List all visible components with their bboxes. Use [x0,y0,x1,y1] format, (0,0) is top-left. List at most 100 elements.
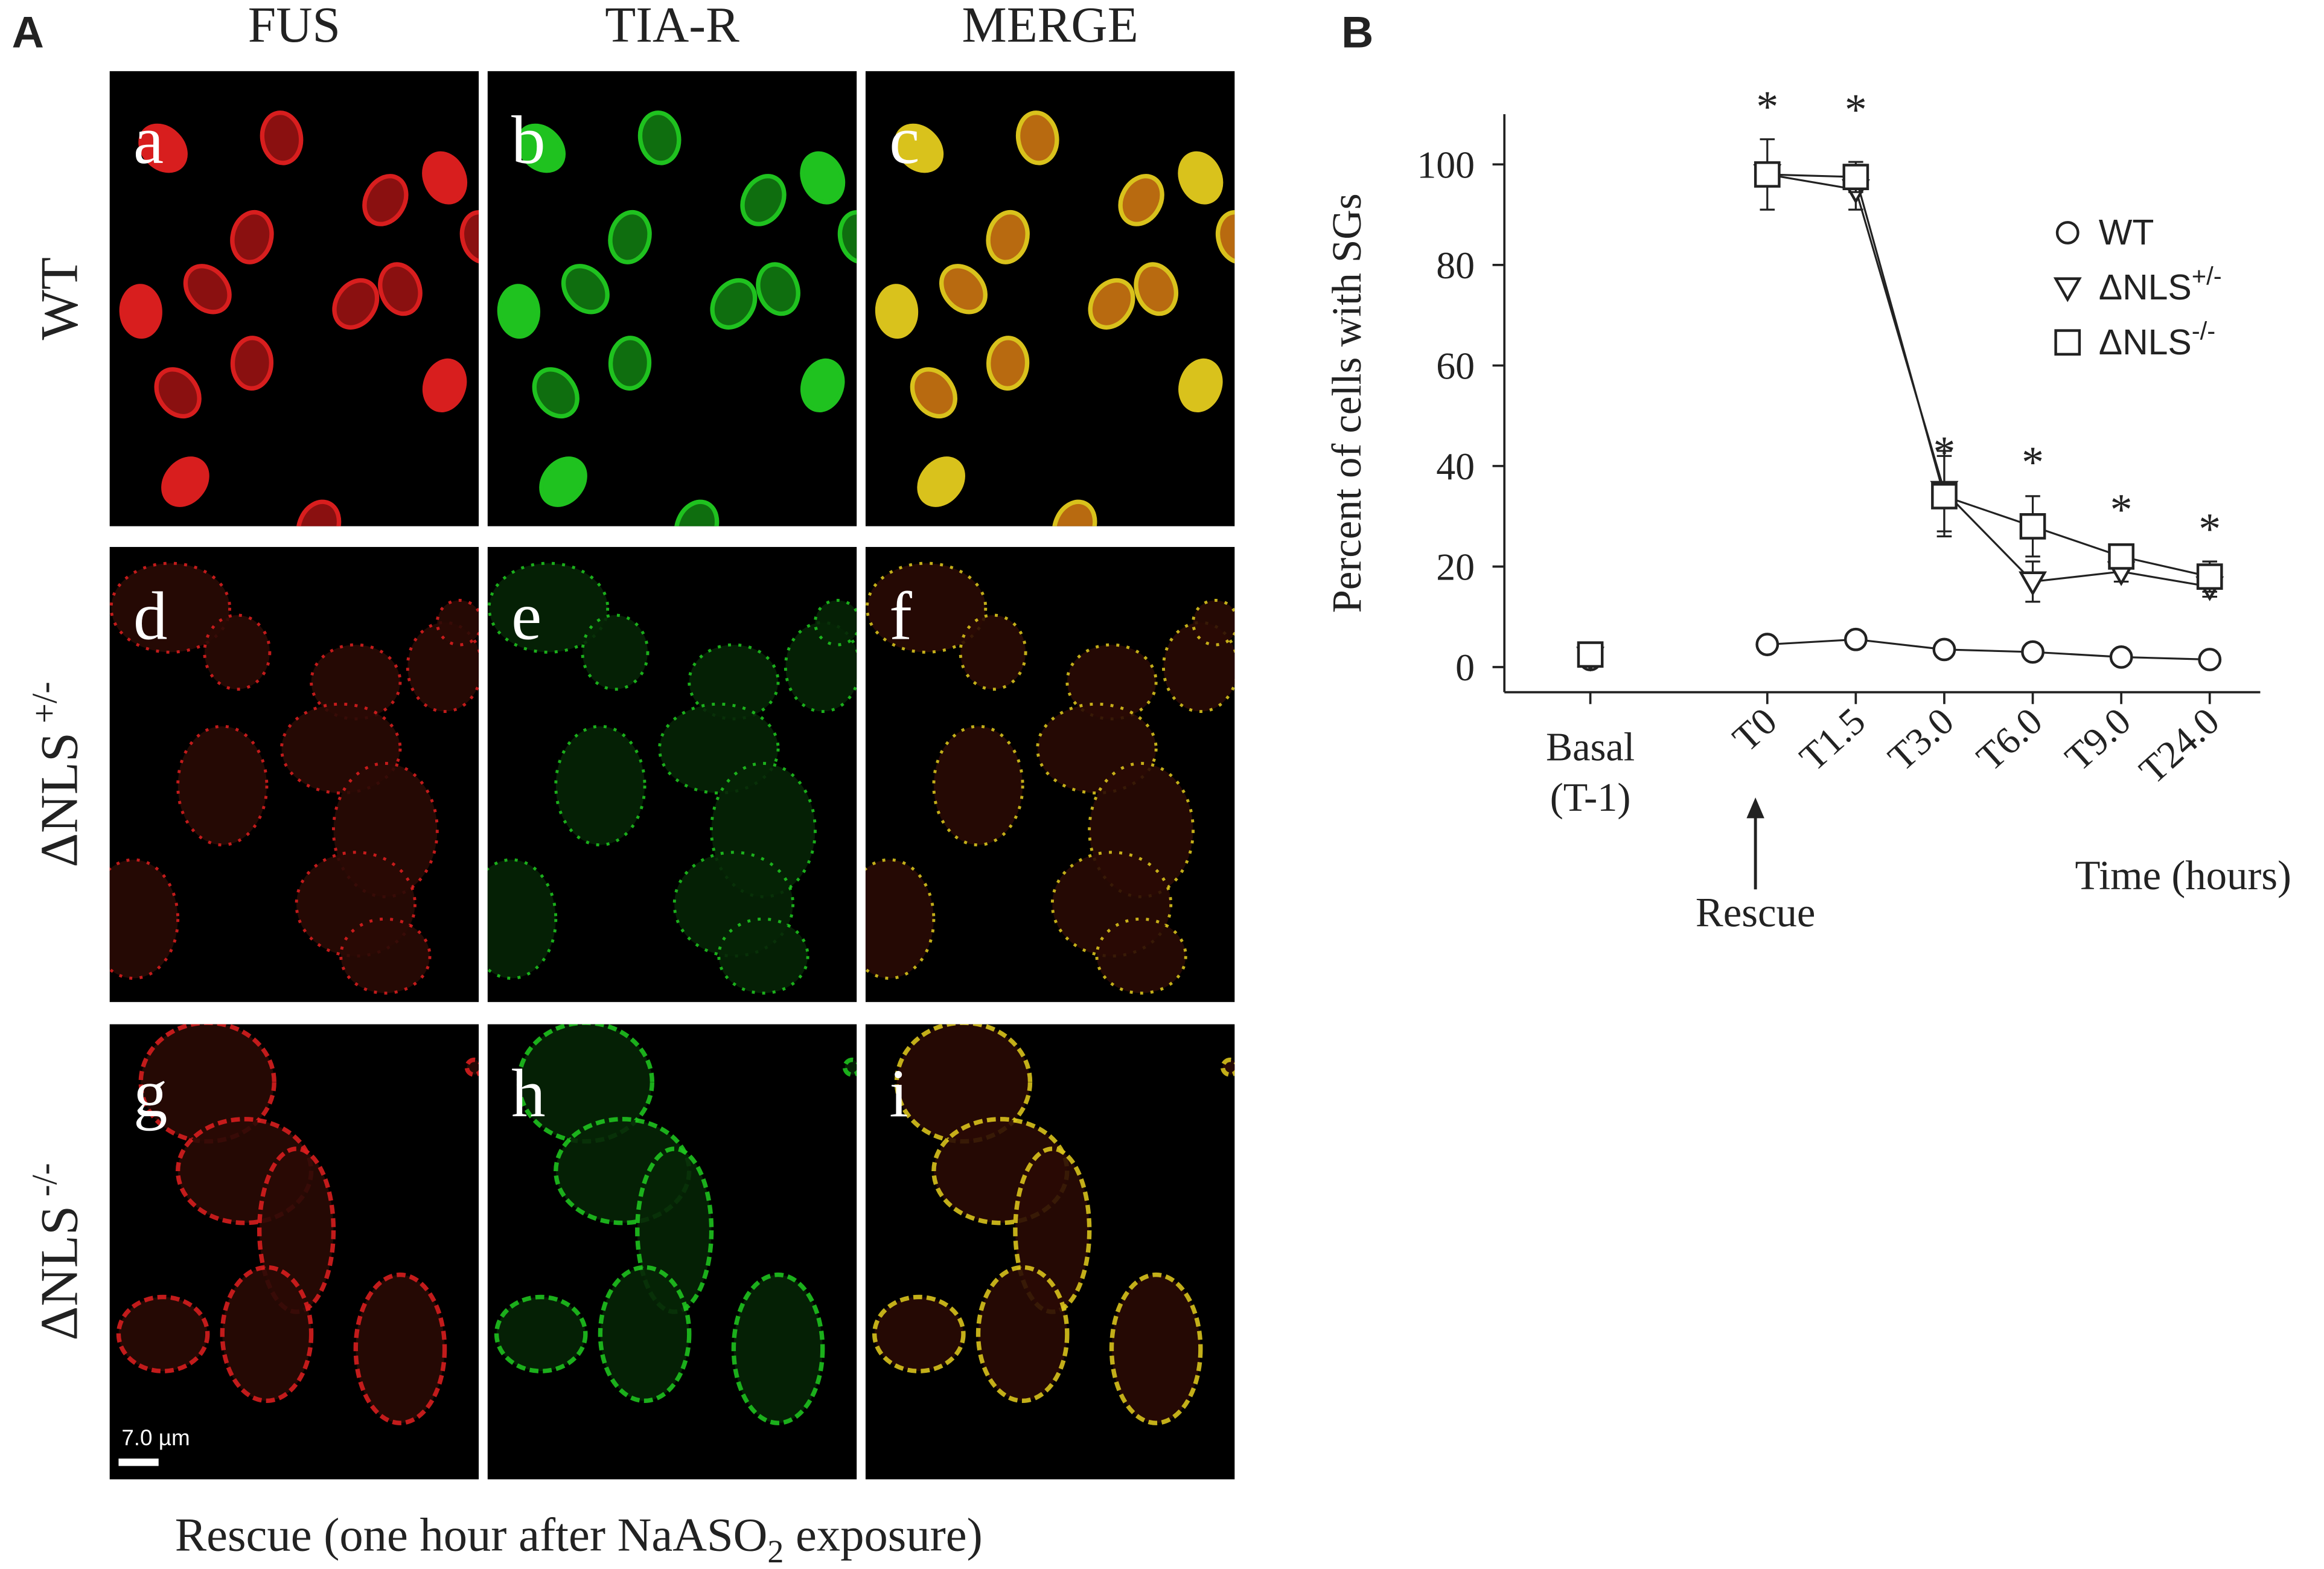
cell [109,561,232,654]
x-tick-label: Basal (T-1) [1545,724,1635,820]
panel-letter: d [133,578,167,654]
panel-letter: h [511,1056,545,1131]
nucleus [1134,262,1178,316]
row-label-name: WT [30,257,89,340]
row-label-superscript: +/- [24,682,64,723]
micrograph: g [109,1024,479,1480]
cell [581,613,650,691]
y-tick-label: 0 [1455,646,1475,689]
nucleus [800,358,845,412]
panel-letter: a [133,103,164,178]
micrograph: a [109,71,479,526]
connector [1944,495,2034,528]
panel-letter: f [889,578,912,654]
micrograph: c [865,71,1235,526]
y-tick-label: 100 [1417,143,1475,186]
nucleus [608,209,652,264]
nucleus [422,151,468,205]
cell [814,598,857,647]
legend-superscript: +/- [2192,261,2222,290]
connector [2032,525,2122,558]
cell [872,1294,966,1373]
micrograph: i [865,1024,1235,1480]
scale-bar [118,1459,159,1466]
nucleus [1015,110,1059,165]
row-label-name: ΔNLS [30,1206,89,1341]
cell [109,858,180,980]
connector [1767,638,1856,646]
cells [109,561,479,995]
cell [842,1057,857,1077]
cell [203,613,272,691]
connector [2032,570,2122,583]
cell [353,1272,447,1425]
connector [1767,173,1856,178]
series [1577,138,2223,668]
nucleus [154,367,202,419]
nucleus [875,284,919,339]
legend-superscript: -/- [2192,316,2215,345]
nucleus [1118,174,1164,226]
legend-marker [2053,277,2082,302]
cell [717,917,809,995]
connector [1767,173,1856,191]
nucleus [910,367,958,419]
nucleus [422,358,467,412]
nucleus [332,278,380,330]
nucleus [637,110,682,165]
nucleus [296,499,342,526]
y-tick-label: 20 [1436,546,1475,589]
cells [116,1024,479,1425]
legend-name: WT [2099,213,2154,252]
x-tick-label: T9.0 [2057,699,2139,779]
connector [2121,555,2211,578]
connector [1856,638,1945,651]
caption-part: Rescue (one hour after NaASO [175,1508,768,1561]
cell [598,1265,692,1403]
cell [487,561,610,654]
marker [1931,483,1958,510]
cells [119,110,479,526]
nucleus [138,123,188,173]
scale-bar-label: 7.0 µm [121,1425,190,1450]
marker [2196,563,2223,590]
nucleus [837,209,857,264]
cells [875,110,1235,526]
chart: 0 20 40 60 80 100 Percent of cells with SGs Bas… [1324,81,2291,935]
column-header: TIA-R [605,0,739,53]
annotation-arrowhead [1746,797,1764,819]
row-label-superscript: -/- [24,1163,64,1197]
nucleus [230,209,274,264]
nucleus [986,336,1030,391]
y-tick-label: 60 [1436,345,1475,388]
connector [2121,570,2210,588]
nucleus [740,174,787,226]
nucleus [1052,499,1097,526]
legend-marker [2055,221,2080,244]
caption-subscript: 2 [767,1533,784,1569]
cell [464,1057,479,1077]
nucleus [756,262,800,316]
x-tick-label: T6.0 [1968,699,2051,779]
connector [1854,176,1946,497]
cell [1109,1272,1203,1425]
connector [1944,648,2033,653]
connector [2032,651,2122,658]
cells [872,1024,1235,1425]
nucleus [119,284,162,339]
y-tick-label: 80 [1436,244,1475,287]
marker [2108,543,2134,570]
nucleus [497,284,541,339]
nucleus [1088,278,1135,330]
row-label: ΔNLS +/- [24,682,89,868]
nucleus [894,123,944,173]
nucleus [1215,209,1235,264]
panel-letter: g [133,1056,167,1131]
connector [1943,490,2034,583]
nucleus [674,499,720,526]
nucleus [1178,151,1224,205]
x-tick-label: T0 [1725,699,1785,759]
marker [2021,640,2045,664]
